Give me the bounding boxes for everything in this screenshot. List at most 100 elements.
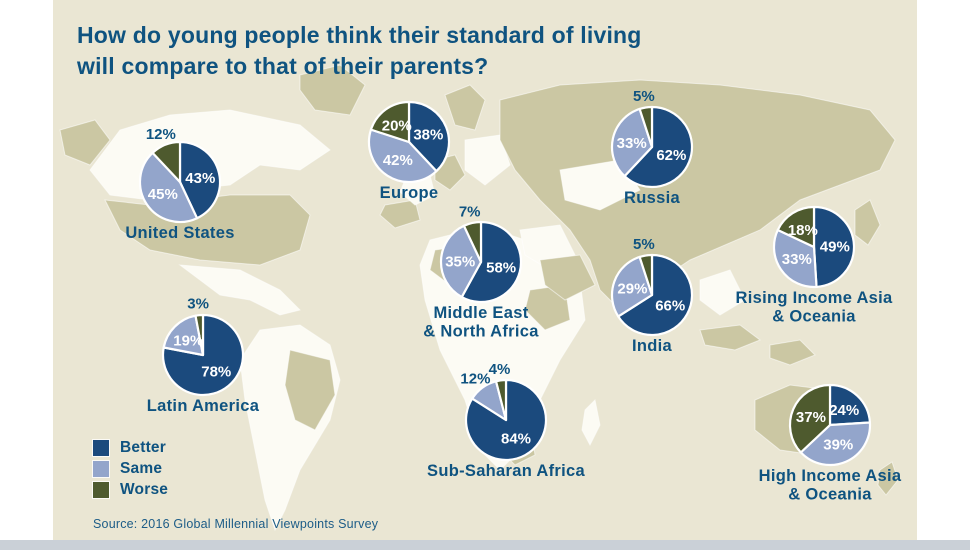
world-map: [59, 64, 899, 532]
pie-slice-worse: [194, 313, 205, 357]
pct-label-better: 62%: [656, 147, 686, 164]
map-scandinavia: [444, 84, 486, 131]
map-mexico: [178, 264, 301, 316]
map-eastern-europe: [464, 134, 511, 186]
pct-label-same: 12%: [460, 370, 490, 387]
pie-slice-worse: [462, 220, 483, 264]
region-label: Sub-Saharan Africa: [427, 462, 585, 480]
region-label: High Income Asia & Oceania: [759, 467, 902, 504]
region-label: Russia: [624, 189, 680, 207]
pie-europe: 38%42% 20% Europe: [367, 100, 451, 202]
pct-label-better: 66%: [655, 297, 685, 314]
region-label: Europe: [380, 184, 439, 202]
pie-slice-worse: [638, 105, 654, 149]
region-label: Middle East & North Africa: [423, 304, 539, 341]
pct-label-same: 33%: [782, 251, 812, 268]
pie-slice-worse: [788, 383, 832, 454]
pct-label-better: 58%: [486, 260, 516, 277]
pie-slice-better: [178, 140, 222, 220]
pie-slice-worse: [638, 253, 654, 297]
pie-slice-same: [610, 107, 654, 178]
legend-item-worse: Worse: [92, 481, 169, 499]
pie-slice-same: [162, 314, 205, 357]
pct-label-same: 19%: [173, 333, 203, 350]
legend-item-better: Better: [92, 439, 168, 457]
pie-slice-same: [610, 255, 654, 318]
pct-label-worse: 20%: [382, 118, 412, 135]
pie-united-states: 43% 45% 12% United States: [125, 126, 234, 242]
legend-swatch-better: [92, 439, 110, 457]
legend-swatch-same: [92, 460, 110, 478]
map-brazil: [284, 349, 336, 431]
pct-label-same: 29%: [617, 280, 647, 297]
pie-high-income-asia-oceania: 24% 39% 37% High Income Asia & Oceania: [759, 383, 902, 504]
pct-label-worse: 5%: [633, 236, 655, 253]
pct-label-better: 24%: [829, 402, 859, 419]
pie-slice-worse: [369, 100, 411, 144]
legend-label-better: Better: [120, 439, 166, 456]
pct-label-same: 45%: [148, 186, 178, 203]
title-line-2: will compare to that of their parents?: [77, 53, 489, 79]
pie-slice-better: [828, 383, 872, 427]
pie-slice-same: [799, 421, 872, 467]
legend-swatch-worse: [92, 481, 110, 499]
map-arabia: [539, 254, 596, 301]
pct-label-same: 35%: [445, 254, 475, 271]
pct-label-worse: 3%: [187, 296, 209, 313]
map-new-zealand: [877, 461, 899, 496]
pct-label-worse: 5%: [633, 88, 655, 105]
map-japan: [854, 199, 881, 246]
pie-middle-east-north-africa: 58% 35% 7% Middle East & North Africa: [423, 204, 539, 341]
page-title: How do young people think their standard…: [77, 20, 642, 82]
legend-label-worse: Worse: [120, 481, 169, 498]
pie-slice-worse: [494, 378, 508, 422]
pie-charts-layer: 43% 45% 12% United States 38%42% 20% Europe 62%…: [125, 88, 902, 504]
pie-slice-better: [623, 105, 694, 189]
region-label: Rising Income Asia & Oceania: [736, 289, 894, 326]
pie-latin-america: 78% 19% 3% Latin America: [147, 296, 260, 415]
region-label: Latin America: [147, 397, 260, 415]
pie-sub-saharan-africa: 84% 12%4% Sub-Saharan Africa: [427, 361, 585, 480]
pct-label-better: 49%: [820, 239, 850, 256]
pct-label-better: 78%: [201, 363, 231, 380]
pct-label-worse: 12%: [146, 126, 176, 143]
title-line-1: How do young people think their standard…: [77, 22, 642, 48]
map-indonesia-east: [769, 339, 816, 366]
pie-india: 66% 29% 5% India: [610, 236, 694, 355]
region-label: United States: [125, 224, 234, 242]
pie-slice-better: [812, 205, 856, 289]
map-asia: [499, 79, 896, 311]
pie-slice-same: [138, 151, 199, 224]
map-southeast-asia: [699, 269, 746, 316]
map-indonesia-west: [699, 324, 762, 351]
pct-label-worse: 4%: [489, 361, 511, 378]
pie-slice-same: [439, 224, 483, 299]
map-madagascar: [581, 398, 601, 447]
legend-label-same: Same: [120, 460, 163, 477]
pie-slice-better: [460, 220, 523, 304]
pie-slice-better: [617, 253, 694, 337]
pct-label-worse: 18%: [788, 222, 818, 239]
pie-rising-income-asia-oceania: 49% 33% 18% Rising Income Asia & Oceania: [736, 205, 894, 326]
map-greenland: [299, 64, 366, 116]
pie-slice-same: [367, 128, 438, 184]
infographic-canvas: 43% 45% 12% United States 38% 42% 20% Europe 62%…: [53, 0, 917, 540]
region-label: India: [632, 337, 673, 355]
legend-item-same: Same: [92, 460, 168, 478]
pie-slice-worse: [776, 205, 816, 249]
legend: Better Same Worse: [92, 439, 169, 503]
bottom-bar: [0, 540, 970, 550]
source-note: Source: 2016 Global Millennial Viewpoint…: [93, 517, 379, 531]
pct-label-better: 43%: [185, 170, 215, 187]
pie-slice-worse: [151, 140, 182, 184]
pct-label-same: 39%: [823, 436, 853, 453]
pct-label-better: 38%: [413, 127, 443, 144]
map-alaska: [59, 119, 111, 166]
pct-label-same: 33%: [617, 135, 647, 152]
pct-label-better: 84%: [501, 431, 531, 448]
pct-label-same: 42%: [383, 152, 413, 169]
pct-label-worse: 7%: [459, 204, 481, 221]
pie-slice-better: [407, 100, 451, 173]
pie-russia: 62% 33% 5% Russia: [610, 88, 694, 207]
pct-label-worse: 37%: [796, 409, 826, 426]
